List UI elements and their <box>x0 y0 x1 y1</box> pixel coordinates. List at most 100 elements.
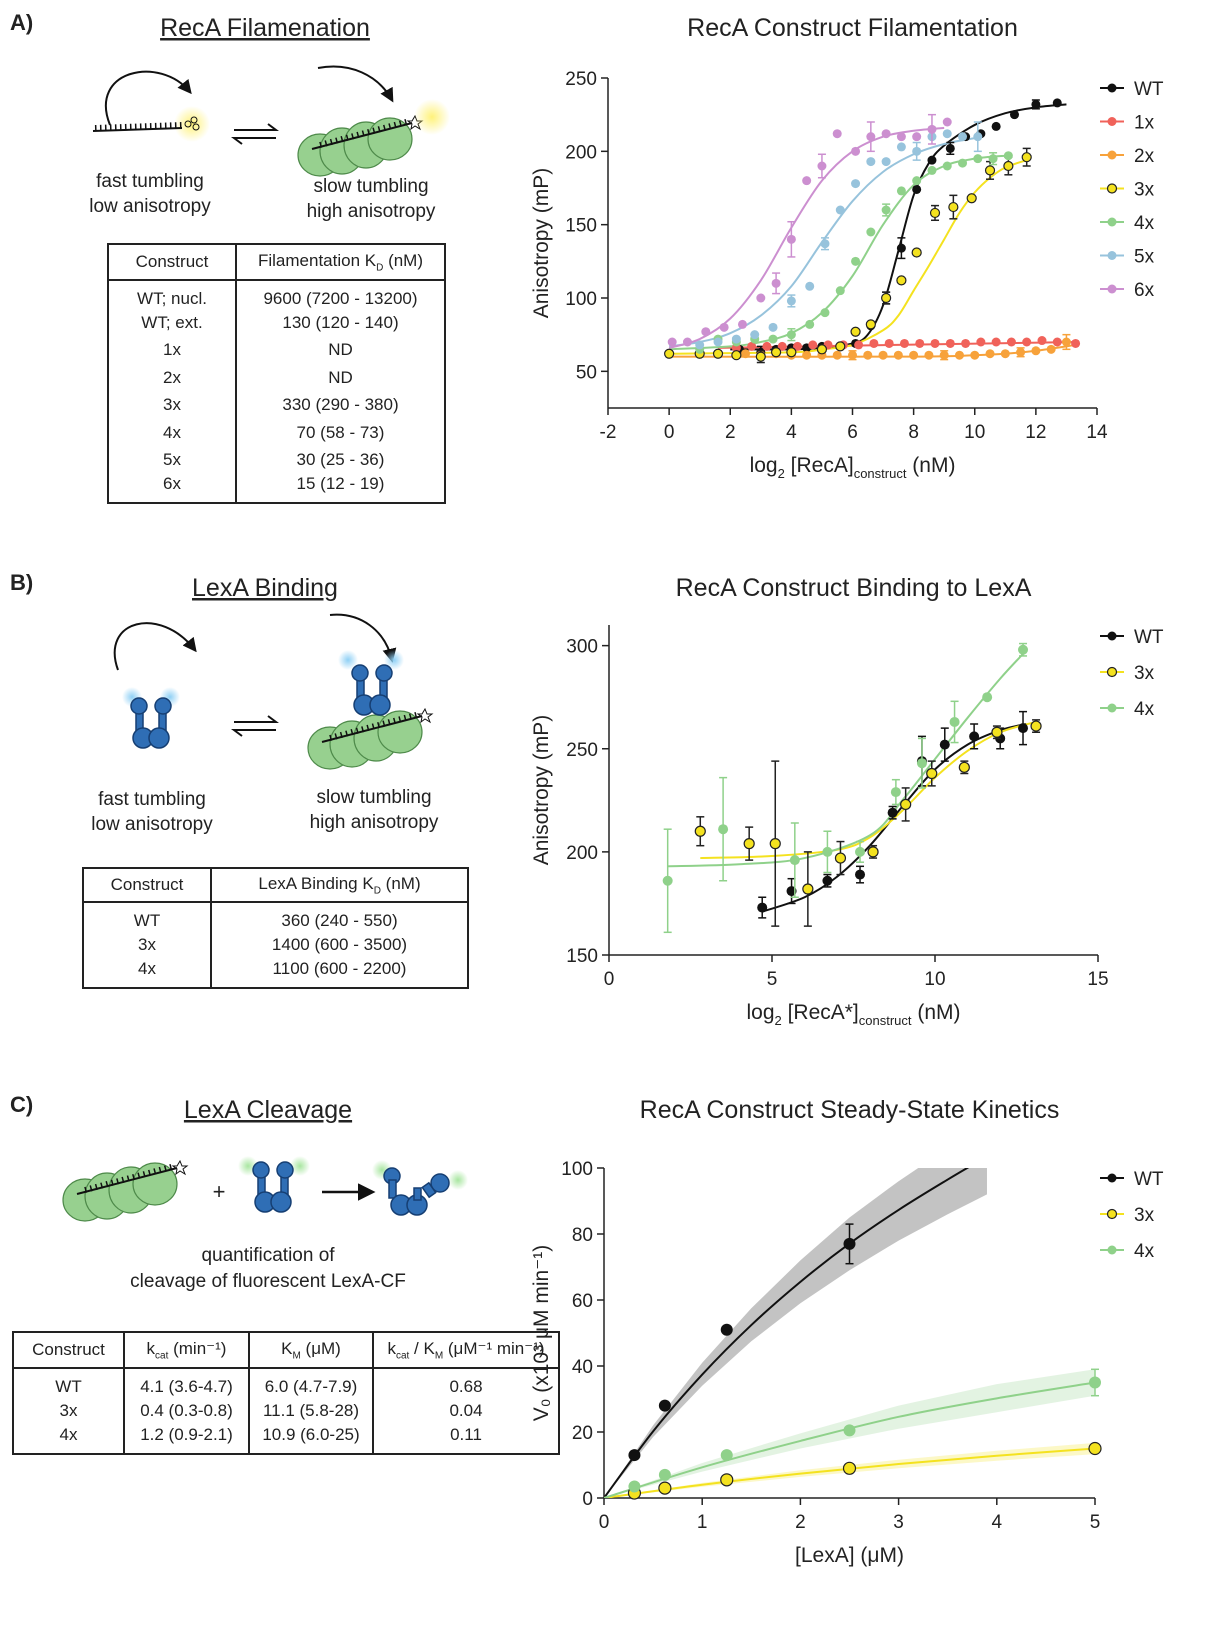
data-point <box>832 350 842 360</box>
data-point <box>970 350 980 360</box>
fit-line <box>730 103 1067 351</box>
data-point <box>750 330 760 340</box>
y-tick-label: 100 <box>561 1159 593 1180</box>
subscript: D <box>376 262 384 274</box>
data-point <box>1061 337 1071 347</box>
legend-entry: WT <box>1100 627 1164 648</box>
data-point <box>1089 1376 1101 1389</box>
subscript: M <box>292 1350 301 1362</box>
data-point <box>817 161 827 171</box>
table-cell: 1400 (600 - 3500) <box>210 931 468 959</box>
legend-marker <box>1107 150 1117 160</box>
caption: slow tumbling <box>316 787 431 808</box>
data-point <box>835 341 846 352</box>
x-tick-label: 0 <box>664 422 675 443</box>
data-point <box>991 121 1001 131</box>
x-tick-label: 14 <box>1086 422 1108 443</box>
data-point <box>662 875 673 886</box>
data-point <box>927 155 937 165</box>
data-point <box>1009 110 1019 120</box>
caption: fast tumbling <box>96 171 204 192</box>
y-tick-label: 300 <box>566 637 598 658</box>
data-point <box>820 239 830 249</box>
table-cell: WT <box>55 1377 82 1396</box>
data-point <box>1052 337 1062 347</box>
y-tick-label: 0 <box>582 1489 593 1510</box>
table-cell: WT; ext. <box>141 312 203 332</box>
data-point <box>915 338 925 348</box>
table-cell: 1100 (600 - 2200) <box>210 959 468 988</box>
subscript: M <box>434 1350 444 1362</box>
data-point <box>881 157 891 167</box>
header-text: (min⁻¹) <box>168 1338 227 1358</box>
panel-title: LexA Binding <box>192 574 338 602</box>
data-point <box>854 340 864 350</box>
y-tick-label: 80 <box>572 1225 593 1246</box>
header-text: k <box>387 1338 396 1358</box>
fit-line <box>667 653 1024 868</box>
legend-entry: 3x <box>1100 180 1155 201</box>
table-cell: 4x <box>138 959 156 978</box>
data-point <box>991 337 1001 347</box>
data-point <box>865 319 876 330</box>
data-point <box>912 184 922 194</box>
chart: RecA Construct Binding to LexA1502002503… <box>530 574 1164 1028</box>
fluor-glow <box>448 1170 468 1190</box>
data-point <box>945 338 955 348</box>
filament <box>63 1161 187 1221</box>
data-point <box>866 157 876 167</box>
data-point <box>719 322 729 332</box>
fit-line <box>669 154 1006 351</box>
data-point <box>843 1424 856 1437</box>
fit-line <box>604 1168 970 1498</box>
table-cell: 4x <box>59 1425 78 1444</box>
legend-entry: 4x <box>1100 699 1155 720</box>
header-text: (μM) <box>300 1338 341 1358</box>
markers <box>627 1223 1102 1500</box>
table-cell: 15 (12 - 19) <box>235 474 445 503</box>
data-point <box>976 337 986 347</box>
table-row: WT; nucl. 9600 (7200 - 13200) <box>108 280 445 309</box>
data-point <box>802 350 812 360</box>
legend-marker <box>1106 1208 1118 1220</box>
data-point <box>958 158 968 168</box>
header-cell: Construct <box>83 868 211 903</box>
data-point <box>1003 160 1014 172</box>
data-point <box>1071 338 1081 348</box>
equilibrium-arrow <box>233 715 277 737</box>
data-point <box>969 731 980 742</box>
y-tick-label: 20 <box>572 1423 593 1444</box>
header-row: Construct LexA Binding KD (nM) <box>83 868 468 903</box>
x-tick-label: -2 <box>600 422 617 443</box>
table-row: 4x 1.2 (0.9-2.1) 10.9 (6.0-25) 0.11 <box>13 1425 559 1454</box>
data-point <box>869 338 879 348</box>
legend-entry: 4x <box>1100 1241 1155 1262</box>
table-row: WT 4.1 (3.6-4.7) 6.0 (4.7-7.9) 0.68 <box>13 1368 559 1397</box>
label-part: [RecA] <box>785 454 854 477</box>
data-point <box>961 338 971 348</box>
data-point <box>720 1473 734 1487</box>
header-cell: KM (μM) <box>248 1332 373 1369</box>
legend-marker <box>1107 1245 1117 1255</box>
legend-label: 6x <box>1134 280 1155 301</box>
x-axis-label: log2 [RecA*]construct (nM) <box>746 1001 960 1028</box>
data-point <box>786 347 797 358</box>
header-cell: Filamentation KD (nM) <box>235 244 445 281</box>
confidence-band <box>604 1168 987 1498</box>
data-point <box>966 193 977 204</box>
header-row: Construct kcat (min⁻¹) KM (μM) kcat / KM (μ… <box>13 1332 559 1369</box>
legend-label: WT <box>1134 627 1164 648</box>
y-tick-label: 200 <box>566 843 598 864</box>
data-point <box>667 337 677 347</box>
legend-marker <box>1107 117 1117 126</box>
data-point <box>855 869 866 880</box>
label-part: log <box>750 454 778 477</box>
data-point <box>768 322 778 332</box>
y-tick-label: 50 <box>576 362 597 383</box>
data-point <box>848 350 857 360</box>
table-cell: WT; nucl. <box>137 289 207 308</box>
arrow <box>317 65 394 103</box>
table-row: 1x ND <box>108 336 445 364</box>
data-point <box>720 1449 733 1462</box>
data-point <box>1018 644 1029 655</box>
